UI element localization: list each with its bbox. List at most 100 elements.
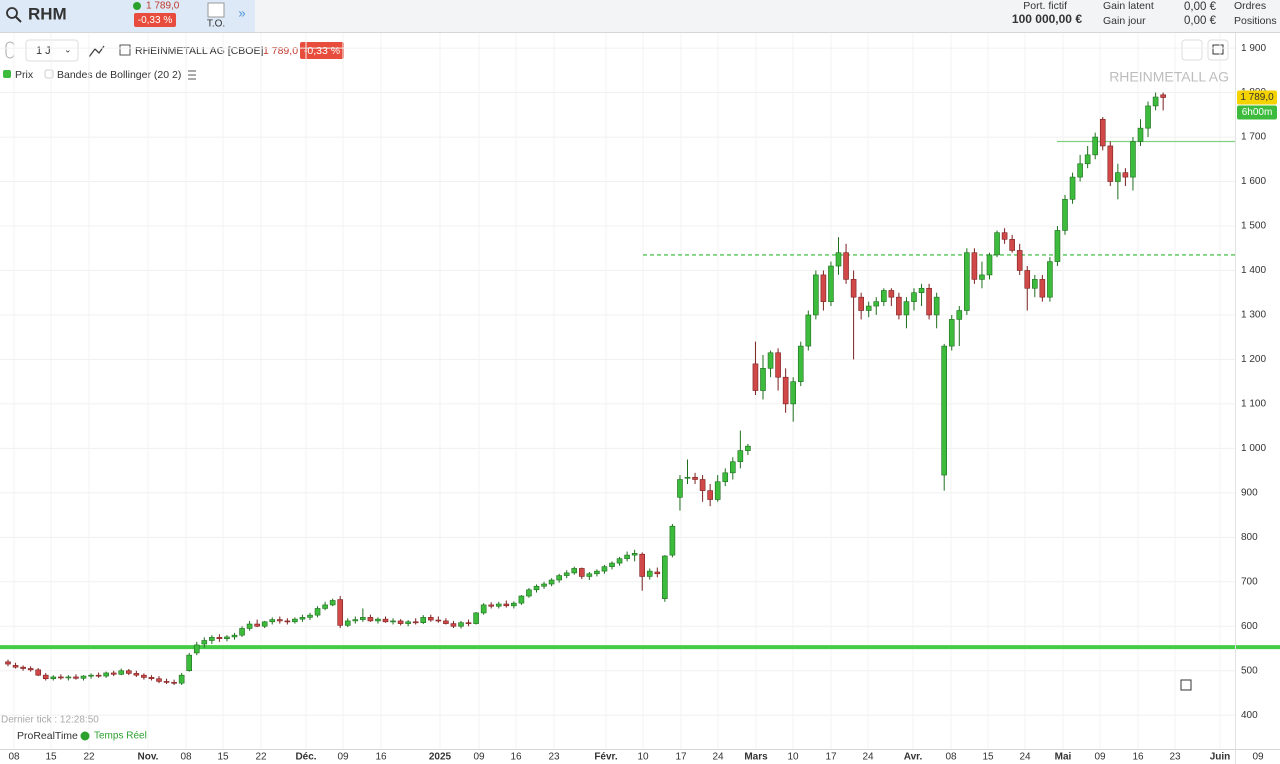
positions[interactable]: Positions xyxy=(1234,15,1277,27)
candle-body xyxy=(624,554,630,559)
candle-body xyxy=(971,252,978,280)
candle-body xyxy=(337,599,344,626)
y-tick-label: 1 500 xyxy=(1241,221,1266,232)
candle-body xyxy=(533,585,540,591)
candle-body xyxy=(767,352,774,369)
x-tick-label: Avr. xyxy=(904,752,923,763)
candle-body xyxy=(1001,232,1008,240)
x-tick-label: 17 xyxy=(825,752,837,763)
to-label[interactable]: T.O. xyxy=(207,19,225,30)
candle-body xyxy=(1084,154,1091,165)
x-tick-label: 09 xyxy=(337,752,349,763)
search-icon[interactable] xyxy=(6,7,18,19)
candle-body xyxy=(12,665,19,668)
x-tick-label: 09 xyxy=(1252,752,1264,763)
candle-body xyxy=(495,603,502,607)
candle-body xyxy=(903,301,910,316)
candle-body xyxy=(367,617,374,622)
candle-body xyxy=(631,553,638,556)
x-tick-label: 23 xyxy=(548,752,560,763)
handle[interactable] xyxy=(5,41,15,59)
interval[interactable]: 1 J xyxy=(36,45,51,57)
gain-jour: 0,00 € xyxy=(1184,15,1217,27)
window-icon xyxy=(1212,44,1224,55)
candle-body xyxy=(828,265,834,302)
candle-body xyxy=(805,314,812,347)
candle-body xyxy=(578,568,585,577)
window-button[interactable] xyxy=(1207,39,1229,61)
x-tick-label: 24 xyxy=(712,752,724,763)
candle-body xyxy=(790,381,797,405)
candle-body xyxy=(375,618,381,622)
indicator-icon[interactable] xyxy=(88,45,105,58)
candle-body xyxy=(964,252,970,311)
candle-body xyxy=(858,296,864,311)
candle-body xyxy=(458,622,464,627)
info-corner[interactable] xyxy=(1180,679,1192,691)
candle-body xyxy=(397,620,404,624)
candle-body xyxy=(994,232,1000,256)
y-tick-label: 400 xyxy=(1241,710,1258,721)
interval-box[interactable] xyxy=(25,39,79,62)
candle-body xyxy=(254,623,260,627)
candle-body xyxy=(941,345,948,476)
y-tick-label: 1 400 xyxy=(1241,265,1266,276)
x-tick-label: Mai xyxy=(1055,752,1072,763)
legend-indicator[interactable]: Bandes de Bollinger (20 2) xyxy=(57,69,181,81)
gain-latent-label: Gain latent xyxy=(1103,0,1154,12)
candle-body xyxy=(1107,145,1114,182)
x-tick-label: 08 xyxy=(8,752,20,763)
y-tick-label: 1 100 xyxy=(1241,399,1266,410)
orders[interactable]: Ordres xyxy=(1234,0,1266,12)
price-swatch xyxy=(3,70,11,78)
x-tick-label: 23 xyxy=(1169,752,1181,763)
candle-body xyxy=(956,310,963,320)
symbol[interactable]: RHM xyxy=(28,4,67,23)
candle-body xyxy=(465,622,472,624)
candle-body xyxy=(986,254,993,276)
last-tick: Dernier tick : 12:28:50 xyxy=(1,715,99,726)
y-tick-label: 900 xyxy=(1241,487,1258,498)
candle-body xyxy=(1145,105,1151,129)
search-icon-handle xyxy=(15,16,22,23)
x-tick-label: 22 xyxy=(83,752,95,763)
candle-body xyxy=(186,654,192,672)
candle-body xyxy=(669,525,676,556)
expand-icon[interactable]: » xyxy=(238,5,245,20)
candle-body xyxy=(1009,239,1015,251)
x-tick-label: 15 xyxy=(217,752,229,763)
candle-body xyxy=(729,461,736,474)
candle-body xyxy=(360,617,366,620)
grid xyxy=(0,33,1235,749)
candle-body xyxy=(548,579,555,585)
candle-body xyxy=(1137,127,1144,142)
settings-button[interactable] xyxy=(1181,39,1203,61)
candle-body xyxy=(616,558,623,564)
candle-body xyxy=(594,570,600,575)
candle-body xyxy=(216,637,223,640)
candle-body xyxy=(450,623,457,627)
candle-body xyxy=(382,618,389,623)
candle-body xyxy=(835,252,842,267)
info-icon[interactable] xyxy=(119,44,131,56)
candle-body xyxy=(209,637,215,641)
toolbar-change-badge xyxy=(300,42,344,59)
x-tick-label: 15 xyxy=(982,752,994,763)
candle-body xyxy=(178,674,185,684)
candle-body xyxy=(880,290,887,302)
candle-body xyxy=(443,620,449,624)
top-price: 1 789,0 xyxy=(146,1,180,12)
candle-body xyxy=(518,595,525,604)
status-dot xyxy=(133,2,141,10)
legend-menu[interactable] xyxy=(188,70,196,80)
candle-body xyxy=(103,672,109,677)
candle-body xyxy=(193,644,200,654)
legend-price[interactable]: Prix xyxy=(15,69,34,81)
y-tick-label: 1 900 xyxy=(1241,43,1266,54)
candle-body xyxy=(926,287,932,316)
candle-body xyxy=(948,319,955,347)
instrument: RHEINMETALL AG [CBOE] xyxy=(135,45,263,57)
to-icon[interactable] xyxy=(207,2,225,18)
candle-body xyxy=(646,570,653,577)
candle-body xyxy=(390,620,396,623)
